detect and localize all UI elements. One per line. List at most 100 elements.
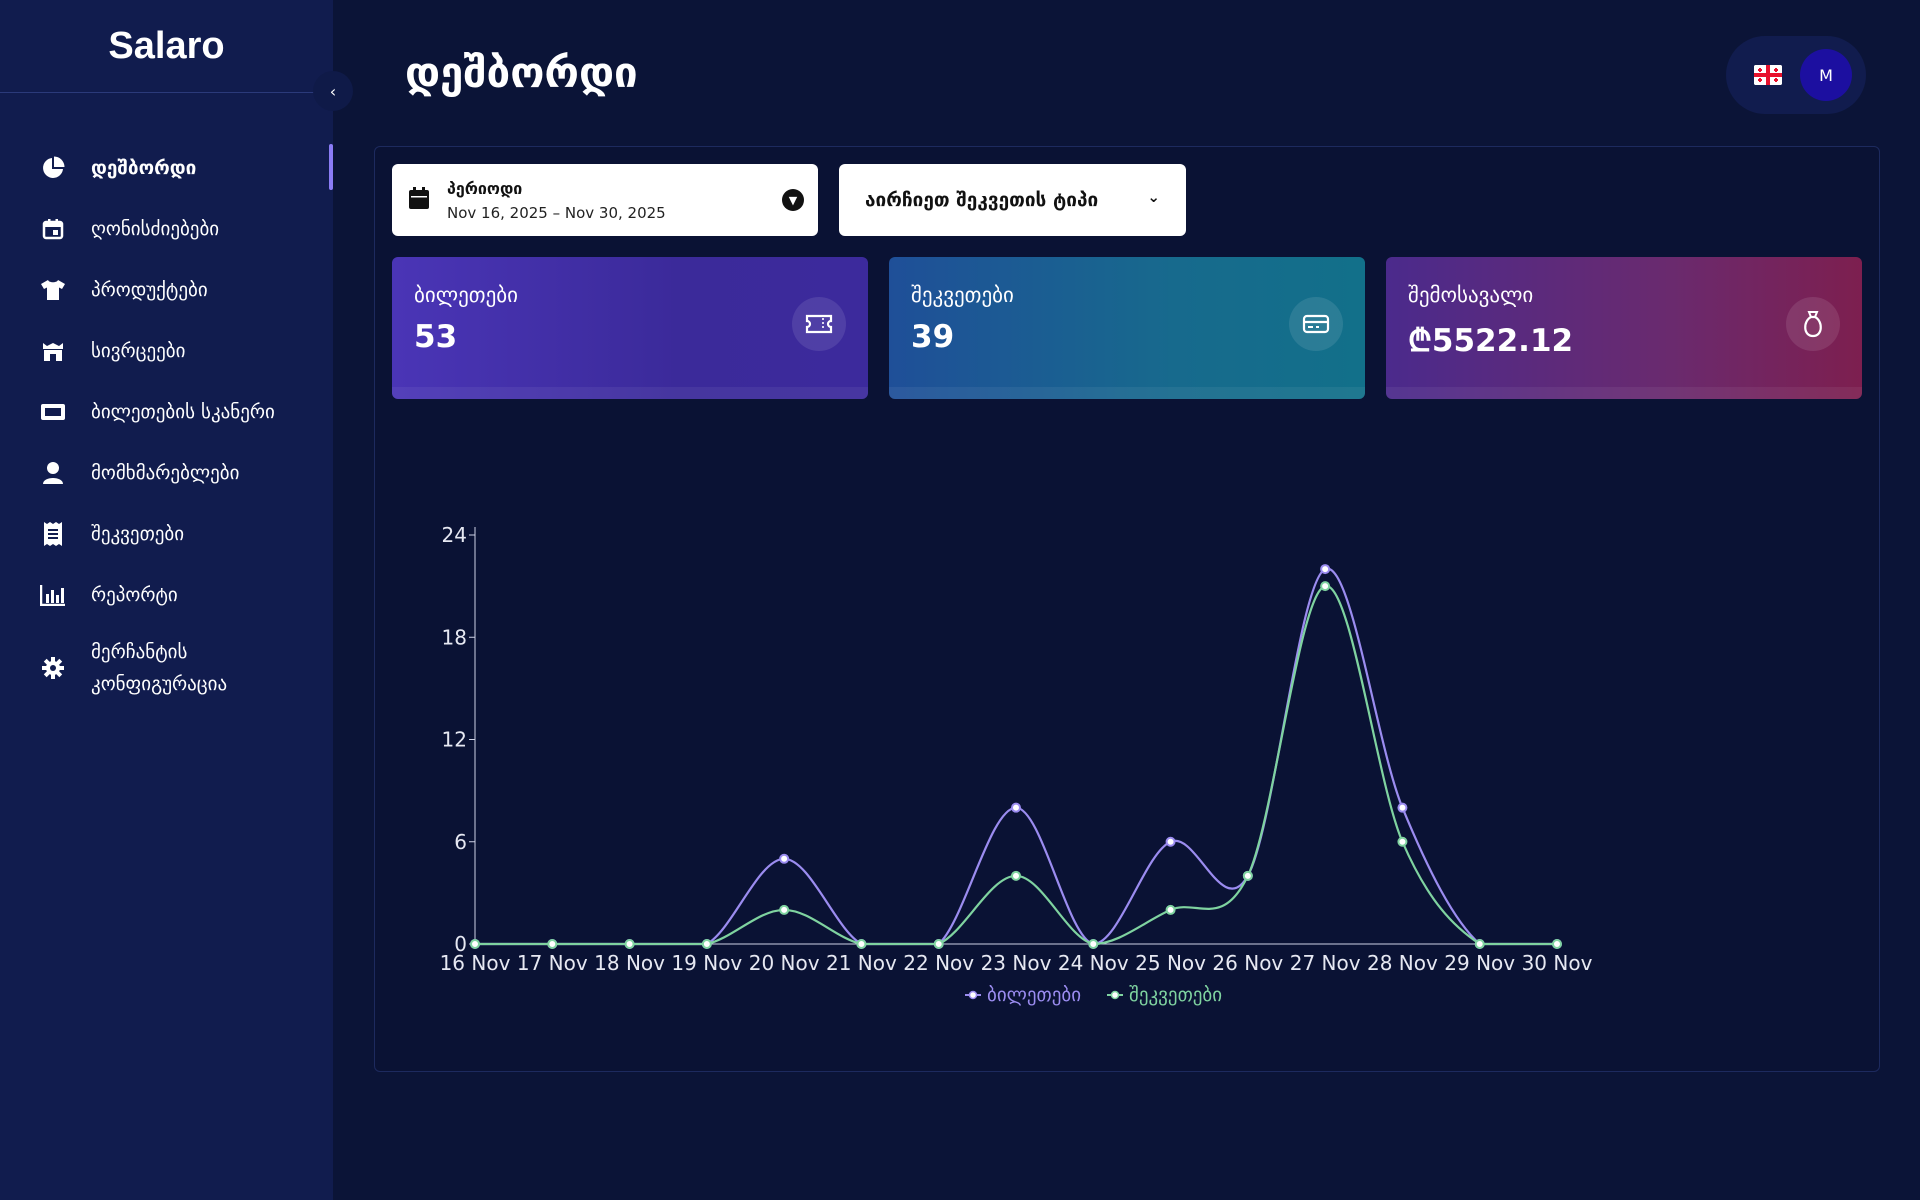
- sidebar-item-dashboard[interactable]: დეშბორდი: [0, 137, 333, 198]
- chevron-left-icon: ‹: [329, 81, 337, 101]
- data-point: [624, 939, 635, 949]
- data-point: [1320, 564, 1331, 575]
- stat-card-revenue: შემოსავალი ₾5522.12: [1386, 257, 1862, 399]
- sidebar-item-events[interactable]: ღონისძიებები: [0, 198, 333, 259]
- x-tick-label: 27 Nov: [1290, 951, 1361, 975]
- user-icon: [40, 460, 66, 486]
- sidebar-item-label: ბილეთების სკანერი: [91, 400, 275, 423]
- x-tick-label: 21 Nov: [826, 951, 897, 975]
- sidebar-item-orders[interactable]: შეკვეთები: [0, 503, 333, 564]
- sidebar-nav: დეშბორდი ღონისძიებები პროდუქტები სივრცეე…: [0, 137, 333, 711]
- sidebar: Salaro დეშბორდი ღონისძიებები პროდუქტები …: [0, 0, 333, 1200]
- data-point: [779, 853, 790, 864]
- card-decoration: [392, 387, 868, 399]
- data-point: [1397, 836, 1408, 847]
- sidebar-item-label: პროდუქტები: [91, 278, 208, 301]
- y-tick-label: 6: [454, 830, 467, 854]
- series-line-tickets: [475, 567, 1557, 946]
- x-tick-label: 17 Nov: [517, 951, 588, 975]
- line-chart: 0 6 12 18 24 16 Nov 17 Nov 18 Nov 19 Nov 20 Nov 21…: [440, 523, 1593, 1006]
- x-tick-label: 30 Nov: [1522, 951, 1593, 975]
- x-tick-label: 28 Nov: [1367, 951, 1438, 975]
- sidebar-item-label: რეპორტი: [91, 583, 178, 606]
- chevron-down-icon: ⌄: [1147, 188, 1160, 206]
- card-decoration: [1386, 387, 1862, 399]
- stat-label: შემოსავალი: [1408, 283, 1534, 307]
- brand-logo[interactable]: Salaro: [0, 0, 333, 93]
- receipt-icon: [40, 521, 66, 547]
- x-tick-label: 25 Nov: [1135, 951, 1206, 975]
- money-bag-icon: [1786, 297, 1840, 351]
- bar-chart-icon: [40, 582, 66, 608]
- sidebar-collapse-button[interactable]: ‹: [313, 71, 353, 111]
- period-label: პერიოდი: [447, 178, 523, 198]
- x-tick-label: 24 Nov: [1058, 951, 1129, 975]
- x-tick-label: 20 Nov: [749, 951, 820, 975]
- x-tick-label: 23 Nov: [981, 951, 1052, 975]
- order-type-placeholder: აირჩიეთ შეკვეთის ტიპი: [865, 189, 1099, 211]
- legend-label: შეკვეთები: [1129, 984, 1222, 1006]
- y-tick-label: 12: [442, 728, 467, 752]
- data-point: [1011, 802, 1021, 813]
- series-line-orders: [475, 585, 1557, 946]
- label-line-2: კონფიგურაცია: [91, 673, 228, 695]
- dashboard-panel: პერიოდი Nov 16, 2025 – Nov 30, 2025 ▼ აი…: [374, 146, 1880, 1072]
- sidebar-item-label: ღონისძიებები: [91, 217, 220, 240]
- data-point: [1165, 904, 1176, 915]
- georgia-flag-icon[interactable]: [1754, 65, 1782, 85]
- gear-icon: [40, 655, 66, 681]
- sidebar-item-label: დეშბორდი: [91, 156, 197, 179]
- data-point: [701, 939, 712, 949]
- stat-card-orders: შეკვეთები 39: [889, 257, 1365, 399]
- sidebar-item-merchant-config[interactable]: მერჩანტის კონფიგურაცია: [0, 625, 333, 711]
- x-tick-label: 22 Nov: [903, 951, 974, 975]
- legend-label: ბილეთები: [987, 984, 1081, 1006]
- sidebar-item-venues[interactable]: სივრცეები: [0, 320, 333, 381]
- x-tick-label: 26 Nov: [1212, 951, 1283, 975]
- sidebar-item-products[interactable]: პროდუქტები: [0, 259, 333, 320]
- data-point: [1011, 870, 1021, 881]
- data-point: [1165, 836, 1176, 847]
- data-point: [856, 939, 867, 949]
- data-point: [470, 939, 480, 949]
- order-type-select[interactable]: აირჩიეთ შეკვეთის ტიპი ⌄: [839, 164, 1186, 236]
- sidebar-item-label: სივრცეები: [91, 339, 186, 362]
- sidebar-item-ticket-scanner[interactable]: ბილეთების სკანერი: [0, 381, 333, 442]
- data-point: [1088, 939, 1099, 949]
- sidebar-item-label: მერჩანტის კონფიგურაცია: [91, 636, 227, 700]
- shirt-icon: [40, 277, 66, 303]
- stat-label: შეკვეთები: [911, 283, 1014, 307]
- venue-icon: [40, 338, 66, 364]
- sidebar-item-report[interactable]: რეპორტი: [0, 564, 333, 625]
- ticket-icon: [792, 297, 846, 351]
- sidebar-item-users[interactable]: მომხმარებლები: [0, 442, 333, 503]
- period-value: Nov 16, 2025 – Nov 30, 2025: [447, 203, 666, 222]
- sidebar-item-label: მომხმარებლები: [91, 461, 240, 484]
- x-tick-label: 16 Nov: [440, 951, 511, 975]
- stat-value: 53: [414, 319, 458, 355]
- y-tick-label: 18: [442, 625, 467, 649]
- data-point: [1320, 581, 1331, 592]
- stat-card-tickets: ბილეთები 53: [392, 257, 868, 399]
- data-point: [1397, 802, 1408, 813]
- calendar-icon: [408, 186, 430, 214]
- data-point: [1242, 870, 1253, 881]
- legend-marker-dot: [968, 990, 978, 1000]
- ticket-scanner-icon: [40, 399, 66, 425]
- y-tick-label: 24: [442, 523, 467, 547]
- stat-value: ₾5522.12: [1408, 323, 1574, 359]
- chevron-down-icon[interactable]: ▼: [782, 189, 804, 211]
- label-line-1: მერჩანტის: [91, 641, 188, 663]
- x-tick-label: 29 Nov: [1444, 951, 1515, 975]
- page-title: დეშბორდი: [405, 48, 638, 97]
- period-picker[interactable]: პერიოდი Nov 16, 2025 – Nov 30, 2025 ▼: [392, 164, 818, 236]
- sidebar-item-label: შეკვეთები: [91, 522, 185, 545]
- pie-chart-icon: [40, 155, 66, 181]
- stat-value: 39: [911, 319, 955, 355]
- data-point: [933, 939, 944, 949]
- data-point: [547, 939, 558, 949]
- avatar[interactable]: M: [1800, 49, 1852, 101]
- user-menu[interactable]: M: [1726, 36, 1866, 114]
- x-tick-label: 18 Nov: [594, 951, 665, 975]
- card-decoration: [889, 387, 1365, 399]
